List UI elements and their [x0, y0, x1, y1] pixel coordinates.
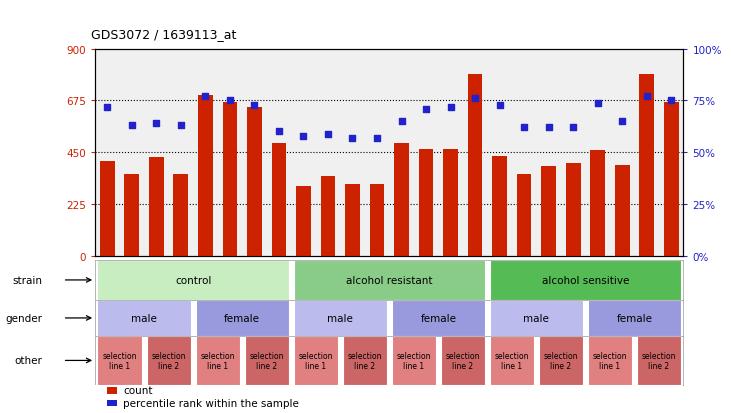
- Bar: [492, 156, 507, 256]
- Bar: [97, 260, 289, 300]
- Point: [543, 125, 555, 131]
- Text: male: male: [327, 313, 353, 323]
- Bar: [107, 387, 118, 394]
- Point: [665, 98, 677, 104]
- Text: strain: strain: [12, 275, 42, 285]
- Bar: [591, 150, 605, 256]
- Point: [346, 135, 358, 142]
- Bar: [615, 166, 629, 256]
- Point: [493, 102, 505, 109]
- Point: [102, 104, 113, 111]
- Point: [273, 129, 285, 135]
- Bar: [294, 336, 338, 385]
- Bar: [343, 336, 387, 385]
- Point: [420, 106, 432, 113]
- Text: selection
line 1: selection line 1: [495, 351, 529, 370]
- Bar: [146, 336, 191, 385]
- Bar: [664, 102, 678, 256]
- Bar: [345, 185, 360, 256]
- Bar: [637, 336, 681, 385]
- Text: selection
line 1: selection line 1: [200, 351, 235, 370]
- Text: selection
line 2: selection line 2: [347, 351, 382, 370]
- Bar: [517, 175, 531, 256]
- Bar: [566, 163, 580, 256]
- Text: alcohol resistant: alcohol resistant: [346, 275, 433, 285]
- Point: [249, 102, 260, 109]
- Bar: [541, 166, 556, 256]
- Bar: [196, 300, 289, 336]
- Text: male: male: [523, 313, 549, 323]
- Text: count: count: [124, 386, 153, 396]
- Text: selection
line 1: selection line 1: [298, 351, 333, 370]
- Text: gender: gender: [5, 313, 42, 323]
- Bar: [392, 336, 436, 385]
- Bar: [392, 300, 485, 336]
- Text: other: other: [14, 356, 42, 366]
- Bar: [198, 95, 213, 256]
- Point: [126, 123, 137, 129]
- Text: alcohol sensitive: alcohol sensitive: [542, 275, 629, 285]
- Point: [298, 133, 309, 140]
- Point: [641, 94, 653, 100]
- Point: [322, 131, 334, 138]
- Text: female: female: [616, 313, 653, 323]
- Bar: [272, 144, 287, 256]
- Text: selection
line 2: selection line 2: [151, 351, 186, 370]
- Bar: [97, 336, 142, 385]
- Bar: [588, 336, 632, 385]
- Bar: [640, 75, 654, 256]
- Text: selection
line 2: selection line 2: [249, 351, 284, 370]
- Text: female: female: [224, 313, 260, 323]
- Point: [200, 94, 211, 100]
- Bar: [588, 300, 681, 336]
- Point: [567, 125, 579, 131]
- Text: male: male: [131, 313, 157, 323]
- Bar: [490, 300, 583, 336]
- Bar: [294, 300, 387, 336]
- Point: [395, 119, 407, 125]
- Bar: [294, 260, 485, 300]
- Bar: [394, 144, 409, 256]
- Bar: [419, 150, 433, 256]
- Bar: [245, 336, 289, 385]
- Bar: [196, 336, 240, 385]
- Point: [518, 125, 530, 131]
- Point: [469, 96, 481, 102]
- Point: [616, 119, 628, 125]
- Text: selection
line 2: selection line 2: [544, 351, 578, 370]
- Bar: [443, 150, 458, 256]
- Text: control: control: [175, 275, 211, 285]
- Point: [224, 98, 235, 104]
- Point: [151, 121, 162, 127]
- Text: selection
line 1: selection line 1: [593, 351, 627, 370]
- Point: [592, 100, 604, 107]
- Bar: [107, 400, 118, 406]
- Text: selection
line 1: selection line 1: [102, 351, 137, 370]
- Bar: [222, 102, 238, 256]
- Bar: [441, 336, 485, 385]
- Text: selection
line 2: selection line 2: [642, 351, 676, 370]
- Bar: [173, 175, 188, 256]
- Bar: [124, 175, 139, 256]
- Bar: [370, 185, 385, 256]
- Bar: [100, 162, 115, 256]
- Bar: [149, 157, 164, 256]
- Bar: [468, 75, 482, 256]
- Bar: [490, 336, 534, 385]
- Bar: [490, 260, 681, 300]
- Point: [371, 135, 383, 142]
- Bar: [321, 177, 336, 256]
- Point: [175, 123, 186, 129]
- Bar: [247, 108, 262, 256]
- Bar: [539, 336, 583, 385]
- Text: selection
line 2: selection line 2: [446, 351, 480, 370]
- Bar: [97, 300, 191, 336]
- Text: GDS3072 / 1639113_at: GDS3072 / 1639113_at: [91, 28, 237, 41]
- Point: [444, 104, 456, 111]
- Text: selection
line 1: selection line 1: [396, 351, 431, 370]
- Text: female: female: [420, 313, 456, 323]
- Bar: [296, 186, 311, 256]
- Text: percentile rank within the sample: percentile rank within the sample: [124, 398, 299, 408]
